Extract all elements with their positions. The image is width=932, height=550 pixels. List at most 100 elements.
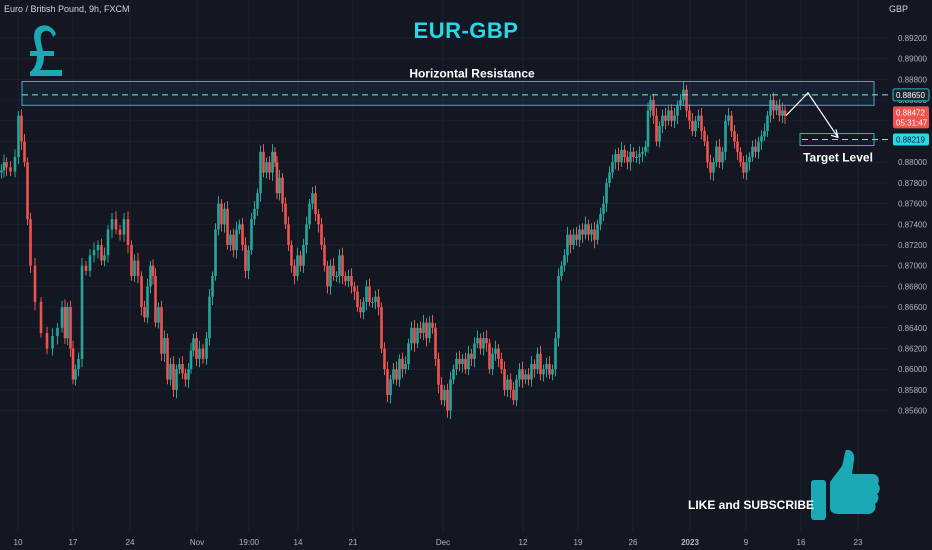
candle-body: [314, 193, 317, 214]
candle-body: [220, 203, 223, 225]
candle-body: [778, 105, 781, 116]
candle-body: [100, 245, 103, 261]
candle-body: [685, 89, 688, 111]
candle-body: [33, 265, 37, 302]
price-tick-label: 0.86000: [898, 365, 927, 374]
candle-body: [296, 255, 299, 277]
candle-body: [92, 250, 96, 256]
candle-body: [247, 250, 250, 271]
candle-body: [635, 157, 638, 159]
candle-body: [539, 353, 542, 375]
candle-body: [494, 348, 497, 354]
candle-body: [9, 167, 12, 172]
candle-body: [509, 379, 512, 390]
candle-body: [572, 234, 575, 245]
candle-body: [302, 245, 305, 266]
candle-body: [638, 153, 641, 158]
time-tick-label: 14: [294, 538, 303, 547]
resistance-price-tag-bg: [893, 88, 929, 101]
candle-body: [602, 203, 605, 214]
candle-body: [446, 389, 449, 411]
candle-body: [712, 162, 715, 173]
candle-body: [724, 120, 727, 152]
candle-body: [110, 219, 114, 230]
last-price-tag-bg: [893, 106, 929, 129]
candle-body: [256, 193, 259, 209]
resistance-price-tag-border: [892, 88, 930, 102]
target-price-tag-bg: [893, 133, 929, 146]
candle-body: [407, 343, 410, 365]
candle-body: [69, 307, 72, 349]
projection-path: [785, 91, 839, 138]
candle-body: [536, 353, 539, 370]
candle-body: [422, 322, 425, 333]
candle-body: [563, 255, 566, 266]
candle-body: [667, 110, 670, 121]
candle-body: [754, 146, 757, 152]
candle-body: [163, 338, 166, 354]
candle-body: [766, 115, 769, 132]
candle-body: [326, 265, 329, 287]
candle-body: [96, 245, 100, 251]
candle-body: [655, 115, 658, 142]
candle-body: [192, 338, 195, 351]
target-price-tag: 0.88219: [896, 136, 925, 145]
candle-body: [401, 358, 404, 370]
candle-body: [527, 374, 530, 380]
candle-body: [118, 229, 122, 235]
candle-body: [644, 146, 647, 152]
candle-body: [217, 203, 220, 230]
candle-body: [751, 146, 754, 158]
resistance-price-tag: 0.88650: [896, 91, 925, 100]
time-tick-label: Dec: [436, 538, 450, 547]
candle-body: [632, 151, 635, 158]
last-price-tag: 0.88472: [896, 108, 925, 117]
candle-body: [63, 307, 67, 339]
candle-body: [244, 245, 247, 271]
candle-body: [143, 307, 146, 318]
time-tick-label: 24: [126, 538, 135, 547]
candle-body: [311, 193, 314, 204]
candle-body: [521, 369, 524, 380]
candle-body: [130, 245, 133, 277]
candle-body: [670, 110, 673, 121]
candle-body: [760, 136, 763, 142]
candle-body: [470, 353, 473, 359]
candle-body: [56, 327, 59, 337]
candle-body: [557, 276, 560, 339]
candle-body: [136, 260, 140, 277]
candle-body: [146, 286, 149, 318]
candle-body: [700, 115, 703, 132]
currency-label: GBP: [888, 4, 908, 14]
target-label: Target Level: [803, 151, 873, 165]
candle-body: [235, 229, 238, 251]
candle-body: [368, 286, 371, 302]
candle-body: [317, 213, 320, 225]
candle-body: [461, 358, 464, 365]
candle-body: [596, 224, 599, 240]
candle-body: [214, 229, 217, 277]
candle-body: [775, 105, 778, 111]
candle-body: [84, 265, 88, 271]
candle-body: [623, 149, 626, 158]
candle-body: [359, 307, 362, 313]
time-tick-label: 26: [629, 538, 638, 547]
candle-body: [727, 115, 730, 121]
candle-body: [332, 265, 335, 277]
candle-body: [608, 172, 611, 183]
candle-body: [106, 229, 110, 256]
candle-body: [356, 291, 359, 308]
candle-body: [341, 255, 344, 277]
candle-body: [437, 358, 440, 385]
candle-body: [122, 219, 126, 235]
candle-body: [464, 358, 467, 370]
candle-body: [763, 131, 766, 137]
price-tick-label: 0.86600: [898, 303, 927, 312]
price-tick-label: 0.86800: [898, 282, 927, 291]
candle-body: [293, 265, 296, 277]
candle-body: [253, 208, 256, 220]
time-tick-label: 2023: [681, 538, 699, 547]
candle-body: [208, 296, 211, 339]
candle-body: [181, 364, 184, 374]
